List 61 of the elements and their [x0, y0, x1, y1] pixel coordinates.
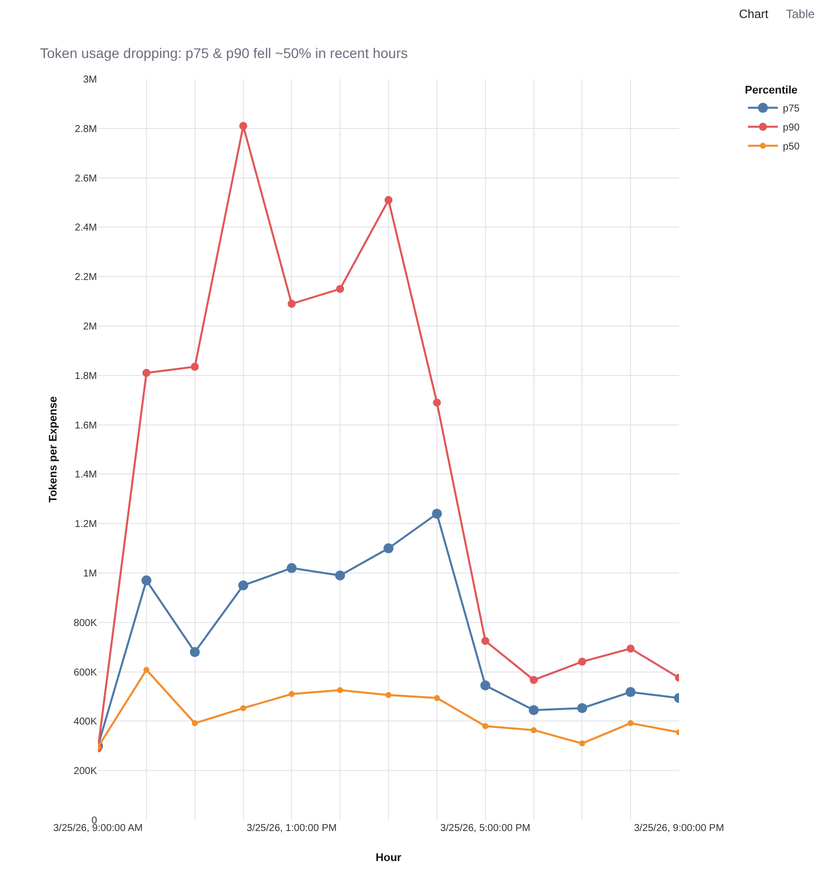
y-tick-label: 2M — [83, 322, 97, 332]
y-tick-label: 200K — [74, 766, 98, 778]
point — [528, 705, 539, 716]
y-tick-label: 2.2M — [74, 272, 97, 284]
legend-label: p90 — [782, 122, 800, 134]
point — [432, 398, 441, 407]
point — [190, 362, 199, 371]
point — [286, 563, 297, 574]
point — [288, 300, 296, 308]
point — [578, 658, 586, 666]
point — [238, 580, 248, 590]
point — [288, 691, 295, 698]
chart-title: Token usage dropping: p75 & p90 fell ~50% in recent hours — [40, 44, 408, 61]
y-tick-label: 1.6M — [74, 420, 97, 432]
point — [240, 705, 246, 712]
point — [628, 720, 634, 726]
y-tick-label: 400K — [74, 716, 98, 728]
point — [432, 508, 442, 519]
point — [579, 740, 586, 746]
y-axis-title: Tokens per Expense — [47, 396, 60, 503]
point — [480, 680, 490, 690]
y-tick-label: 1.8M — [74, 370, 97, 382]
y-tick-label: 1.2M — [74, 519, 97, 530]
point — [386, 692, 392, 698]
point — [336, 284, 344, 293]
point — [482, 723, 488, 730]
point — [384, 543, 394, 554]
y-tick-label: 600K — [74, 667, 98, 678]
x-tick-label: 3/25/26, 5:00:00 PM — [440, 823, 530, 834]
point — [626, 644, 635, 653]
x-tick-label: 3/25/26, 9:00:00 PM — [634, 823, 724, 834]
y-tick-label: 2.8M — [74, 124, 97, 135]
legend-label: p50 — [782, 142, 800, 153]
point — [530, 676, 538, 684]
x-axis-title: Hour — [376, 852, 402, 864]
point — [577, 703, 588, 714]
point — [481, 636, 490, 645]
text: Table — [786, 7, 816, 21]
legend-label: p75 — [782, 104, 800, 115]
y-tick-label: 1M — [83, 568, 97, 580]
x-tick-label: 3/25/26, 9:00:00 AM — [53, 823, 143, 834]
point — [384, 196, 392, 204]
legend-title: Percentile — [744, 84, 798, 96]
point — [239, 122, 248, 130]
point — [434, 694, 440, 701]
point — [142, 368, 150, 377]
y-tick-label: 2.6M — [74, 173, 97, 184]
y-tick-label: 800K — [74, 618, 98, 629]
point — [143, 666, 150, 673]
text: Chart — [739, 7, 770, 21]
point — [141, 575, 152, 586]
point — [190, 647, 200, 658]
y-tick-label: 1.4M — [74, 470, 97, 481]
point — [626, 687, 636, 698]
y-tick-label: 3M — [83, 74, 97, 86]
y-tick-label: 2.4M — [74, 222, 97, 234]
point — [192, 720, 198, 726]
point — [530, 727, 537, 734]
point — [337, 687, 344, 694]
point — [335, 570, 346, 580]
x-tick-label: 3/25/26, 1:00:00 PM — [246, 823, 337, 834]
